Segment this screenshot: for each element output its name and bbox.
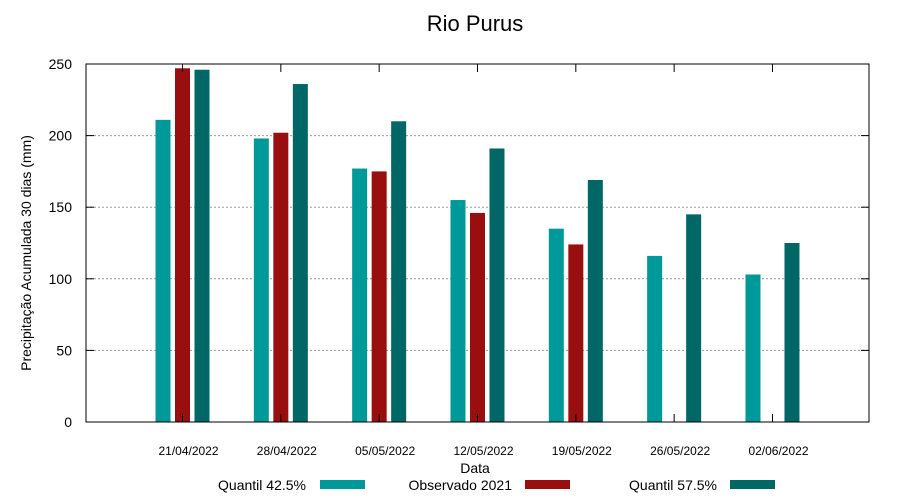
bar-quantil-57-5 — [489, 148, 505, 422]
x-tick-label: 26/05/2022 — [650, 444, 710, 458]
chart-title: Rio Purus — [427, 11, 524, 36]
bar-quantil-42-5 — [155, 119, 171, 423]
y-tick-label: 150 — [49, 199, 73, 215]
bar-quantil-57-5 — [587, 179, 603, 422]
legend-swatch — [320, 480, 365, 489]
bar-quantil-42-5 — [647, 255, 663, 422]
bar-observado-2021 — [568, 244, 584, 422]
y-tick-label: 50 — [56, 342, 72, 358]
x-tick-label: 28/04/2022 — [257, 444, 317, 458]
y-tick-label: 100 — [49, 271, 73, 287]
legend: Quantil 42.5% Observado 2021 Quantil 57.5% — [218, 477, 775, 493]
bar-observado-2021 — [273, 132, 289, 422]
bar-quantil-57-5 — [391, 121, 407, 422]
legend-swatch — [525, 480, 570, 489]
y-axis-label: Precipitação Acumulada 30 dias (mm) — [18, 135, 34, 371]
y-axis-ticks: 0 50 100 150 200 250 — [49, 56, 869, 430]
y-tick-label: 200 — [49, 128, 73, 144]
x-tick-label: 05/05/2022 — [355, 444, 415, 458]
legend-label: Quantil 42.5% — [218, 477, 306, 493]
x-tick-label: 02/06/2022 — [748, 444, 808, 458]
grid — [86, 135, 869, 351]
legend-label: Observado 2021 — [408, 477, 512, 493]
bar-quantil-42-5 — [548, 228, 564, 422]
legend-swatch — [730, 480, 775, 489]
x-tick-label: 21/04/2022 — [158, 444, 218, 458]
bar-quantil-57-5 — [194, 69, 210, 422]
bar-quantil-42-5 — [352, 168, 368, 422]
bar-observado-2021 — [371, 171, 387, 422]
bar-observado-2021 — [469, 212, 485, 422]
bar-quantil-42-5 — [745, 274, 761, 422]
x-axis-ticks: 21/04/2022 28/04/2022 05/05/2022 12/05/2022… — [158, 64, 809, 458]
bar-quantil-42-5 — [450, 200, 466, 422]
bar-quantil-57-5 — [686, 214, 702, 422]
x-tick-label: 12/05/2022 — [453, 444, 513, 458]
bar-quantil-42-5 — [253, 138, 269, 423]
bar-observado-2021 — [175, 68, 190, 423]
y-tick-label: 250 — [49, 56, 73, 72]
bars — [155, 68, 800, 423]
x-axis-label: Data — [460, 460, 490, 476]
y-tick-label: 0 — [64, 414, 72, 430]
legend-label: Quantil 57.5% — [629, 477, 717, 493]
bar-quantil-57-5 — [784, 243, 800, 422]
x-tick-label: 19/05/2022 — [552, 444, 612, 458]
bar-quantil-57-5 — [292, 84, 308, 422]
